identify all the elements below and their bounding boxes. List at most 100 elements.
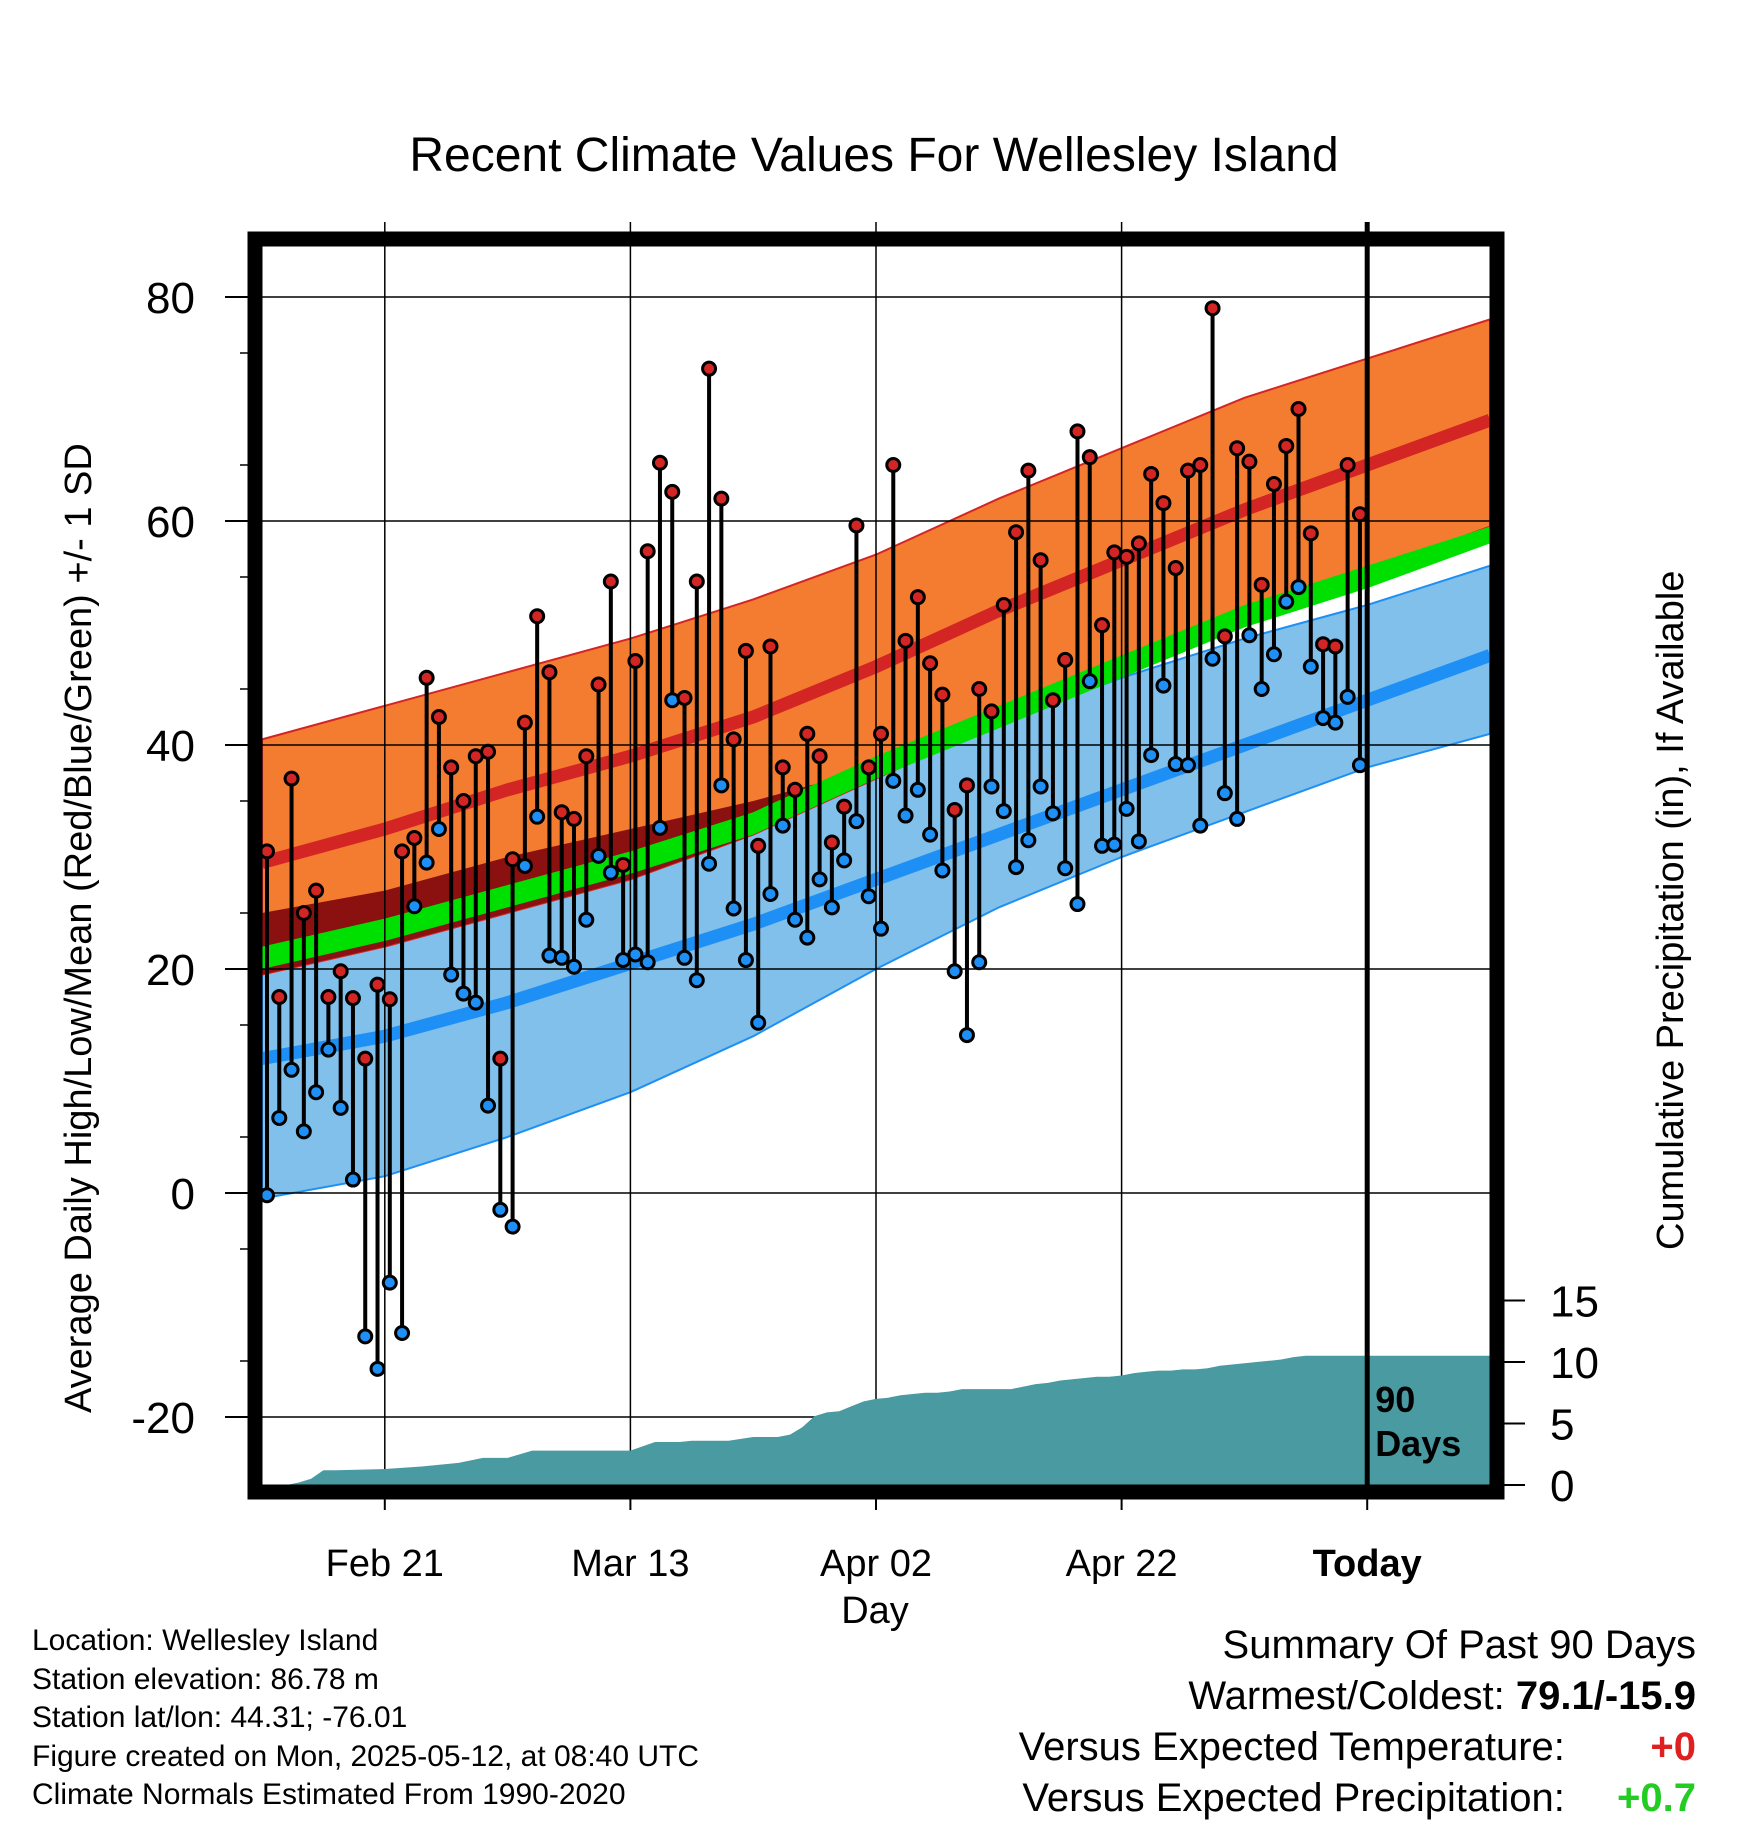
high-point xyxy=(1180,462,1196,479)
high-point xyxy=(1339,457,1356,473)
x-tick-label: Today xyxy=(1313,1543,1422,1585)
temp-label: Versus Expected Temperature: xyxy=(1018,1725,1565,1769)
high-point xyxy=(381,991,398,1008)
high-point xyxy=(283,770,300,787)
high-point xyxy=(639,543,656,560)
high-point xyxy=(1118,548,1135,565)
low-point xyxy=(1069,896,1086,913)
low-point xyxy=(1143,747,1160,764)
high-point xyxy=(443,759,460,776)
elevation-text: Station elevation: 86.78 m xyxy=(32,1662,379,1696)
low-point xyxy=(983,778,1000,795)
high-point xyxy=(1327,638,1344,655)
low-point xyxy=(725,900,742,917)
low-point xyxy=(418,854,435,871)
high-point xyxy=(1216,628,1233,645)
low-point xyxy=(934,862,951,879)
high-point xyxy=(578,748,595,765)
low-point xyxy=(492,1201,509,1218)
low-point xyxy=(578,911,595,928)
low-point xyxy=(823,899,840,916)
low-point xyxy=(504,1218,521,1235)
axis-ticks: -20 0 20 40 60 80 0 5 10 15 Feb 21 Mar 13 Apr 02 Apr … xyxy=(131,274,1599,1585)
high-point xyxy=(1290,401,1307,417)
summary-extremes: Warmest/Coldest: 79.1/-15.9 xyxy=(896,1671,1696,1722)
high-point xyxy=(602,573,619,590)
high-point xyxy=(983,703,1000,720)
low-point xyxy=(1290,579,1307,596)
high-point xyxy=(504,851,521,868)
y-tick-label: 80 xyxy=(146,274,195,323)
low-point xyxy=(1180,757,1196,774)
extremes-label: Warmest/Coldest: xyxy=(1188,1674,1505,1718)
low-point xyxy=(664,692,681,709)
low-point xyxy=(1081,673,1098,690)
low-point xyxy=(1118,800,1135,817)
daily-range-stems xyxy=(265,308,1362,1369)
high-point xyxy=(1278,437,1295,454)
high-point xyxy=(529,608,546,625)
low-point xyxy=(1008,859,1025,876)
high-point xyxy=(848,517,865,534)
normals-text: Climate Normals Estimated From 1990-2020 xyxy=(32,1778,626,1811)
high-point xyxy=(1094,617,1111,634)
created-text: Figure created on Mon, 2025-05-12, at 08… xyxy=(32,1739,700,1773)
high-point xyxy=(836,798,853,815)
low-point xyxy=(995,803,1012,820)
low-point xyxy=(1204,650,1221,667)
low-point xyxy=(271,1109,288,1126)
low-point xyxy=(308,1084,325,1101)
mean-band xyxy=(262,526,1490,969)
y-tick-label: 20 xyxy=(146,946,195,995)
y-tick-label: 40 xyxy=(146,722,195,771)
low-point xyxy=(602,864,619,881)
low-point xyxy=(1339,688,1356,705)
x-tick-label: Apr 22 xyxy=(1066,1543,1178,1585)
high-point xyxy=(995,597,1012,613)
low-point xyxy=(958,1027,975,1044)
low-point xyxy=(529,808,546,825)
high-point xyxy=(418,669,435,686)
high-point xyxy=(799,725,816,742)
precip-cumulative-area xyxy=(262,1355,1490,1485)
high-point xyxy=(1008,524,1025,541)
summary-panel: Summary Of Past 90 Days Warmest/Coldest:… xyxy=(896,1620,1696,1824)
high-point xyxy=(664,483,681,500)
low-point xyxy=(627,946,644,963)
low-point xyxy=(590,847,607,864)
high-point xyxy=(922,655,939,672)
high-point xyxy=(1241,453,1258,470)
summary-heading: Summary Of Past 90 Days xyxy=(1222,1623,1696,1667)
low-point xyxy=(430,821,447,837)
y2-tick-label: 10 xyxy=(1550,1339,1599,1388)
high-point xyxy=(737,642,754,659)
high-point xyxy=(357,1050,374,1067)
low-point xyxy=(1130,833,1147,850)
high-point xyxy=(688,573,705,590)
high-point xyxy=(1020,462,1037,479)
low-point xyxy=(1229,810,1246,827)
y-axis-label: Average Daily High/Low/Mean (Red/Blue/Gr… xyxy=(58,443,100,1413)
high-point xyxy=(946,801,963,818)
low-point xyxy=(873,920,889,937)
high-point xyxy=(1155,495,1172,512)
y2-tick-label: 5 xyxy=(1550,1401,1574,1450)
low-point xyxy=(1241,627,1258,644)
low-point xyxy=(566,958,582,975)
precip-area xyxy=(262,1355,1490,1485)
high-point xyxy=(430,709,447,725)
low-point xyxy=(971,954,988,971)
location-text: Location: Wellesley Island xyxy=(32,1624,379,1657)
low-point xyxy=(799,929,816,946)
daily-points xyxy=(259,300,1368,1377)
low-point xyxy=(713,777,730,794)
low-point xyxy=(320,1041,337,1058)
y2-tick-label: 0 xyxy=(1550,1462,1574,1511)
low-point xyxy=(344,1171,361,1188)
high-point xyxy=(627,653,644,669)
high-point xyxy=(885,457,902,473)
high-point xyxy=(590,676,607,693)
high-point xyxy=(823,834,840,851)
low-point xyxy=(860,888,877,905)
